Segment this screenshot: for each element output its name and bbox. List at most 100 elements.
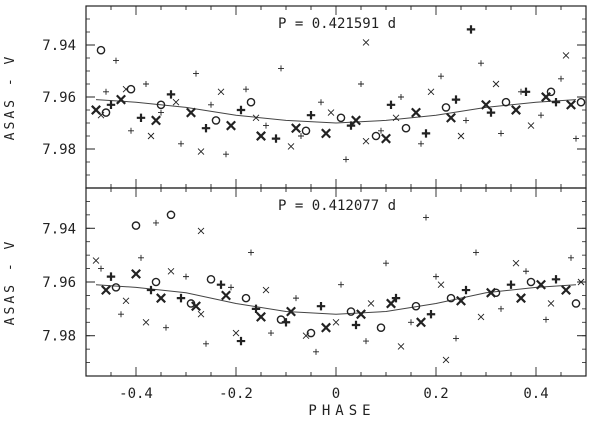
data-point-circle bbox=[276, 315, 286, 324]
data-point-plus-small bbox=[463, 117, 469, 124]
data-point-plus-small bbox=[263, 122, 269, 129]
y-tick-label: 7.96 bbox=[42, 275, 76, 291]
y-tick-label: 7.98 bbox=[42, 142, 76, 158]
period-annotation: P = 0.412077 d bbox=[278, 198, 396, 214]
data-point-plus-bold bbox=[506, 280, 516, 289]
y-tick-label: 7.94 bbox=[42, 221, 76, 237]
data-point-circle bbox=[401, 123, 411, 133]
data-point-cross-small bbox=[397, 343, 405, 350]
fit-curve bbox=[95, 284, 577, 315]
data-point-cross-bold bbox=[221, 290, 231, 301]
data-point-circle bbox=[156, 100, 166, 110]
data-point-cross-small bbox=[477, 313, 485, 321]
data-point-cross-small bbox=[362, 137, 370, 145]
data-point-circle bbox=[211, 116, 221, 125]
y-axis-label: ASAS - V bbox=[3, 54, 18, 141]
x-tick-label: -0.4 bbox=[119, 386, 153, 402]
data-point-plus-bold bbox=[106, 272, 116, 281]
data-point-cross-small bbox=[232, 329, 240, 337]
data-point-cross-bold bbox=[291, 123, 301, 134]
data-point-plus-bold bbox=[236, 105, 246, 115]
data-point-cross-bold bbox=[416, 317, 426, 328]
data-point-cross-small bbox=[562, 52, 570, 59]
data-point-cross-bold bbox=[351, 115, 361, 126]
data-point-plus-small bbox=[193, 70, 199, 77]
data-point-plus-small bbox=[358, 81, 364, 87]
data-point-circle bbox=[411, 301, 421, 311]
data-point-cross-small bbox=[577, 278, 585, 286]
data-point-plus-bold bbox=[451, 95, 461, 104]
x-tick-label: 0 bbox=[332, 386, 340, 402]
data-point-plus-bold bbox=[271, 134, 281, 143]
x-tick-label: -0.2 bbox=[219, 386, 253, 402]
y-tick-label: 7.98 bbox=[42, 329, 76, 345]
data-point-cross-bold bbox=[356, 309, 366, 320]
data-point-plus-small bbox=[293, 295, 299, 302]
data-point-cross-small bbox=[217, 88, 225, 96]
data-point-circle bbox=[306, 328, 316, 338]
data-point-cross-bold bbox=[186, 107, 196, 118]
x-axis-label: PHASE bbox=[308, 403, 375, 419]
data-point-cross-small bbox=[252, 114, 260, 122]
data-point-plus-bold bbox=[166, 90, 176, 99]
data-point-cross-bold bbox=[101, 285, 111, 296]
data-point-cross-bold bbox=[256, 131, 266, 141]
data-point-circle bbox=[441, 103, 451, 112]
data-point-plus-bold bbox=[176, 293, 186, 303]
data-point-circle bbox=[111, 283, 121, 292]
data-point-cross-small bbox=[262, 286, 270, 294]
data-point-plus-small bbox=[573, 135, 579, 142]
data-point-plus-bold bbox=[461, 285, 471, 295]
data-point-plus-small bbox=[568, 254, 574, 261]
data-point-cross-small bbox=[512, 259, 520, 267]
data-point-plus-small bbox=[223, 151, 229, 158]
data-point-plus-small bbox=[543, 316, 549, 323]
data-point-plus-small bbox=[103, 88, 109, 95]
data-point-cross-small bbox=[527, 122, 535, 129]
data-point-plus-small bbox=[473, 249, 479, 256]
data-point-cross-bold bbox=[321, 128, 331, 139]
data-point-cross-small bbox=[147, 132, 155, 140]
data-point-plus-small bbox=[343, 156, 349, 163]
data-point-plus-small bbox=[268, 330, 274, 337]
data-point-cross-bold bbox=[566, 99, 576, 110]
data-point-cross-bold bbox=[131, 268, 141, 279]
data-point-plus-small bbox=[98, 265, 104, 272]
data-point-plus-bold bbox=[106, 100, 116, 109]
data-point-cross-small bbox=[392, 114, 400, 122]
data-point-plus-small bbox=[203, 340, 209, 347]
data-point-plus-bold bbox=[201, 124, 211, 133]
data-point-circle bbox=[166, 210, 176, 220]
data-point-plus-bold bbox=[251, 304, 261, 314]
data-point-plus-small bbox=[418, 140, 424, 147]
data-point-plus-bold bbox=[346, 121, 356, 130]
data-point-plus-bold bbox=[386, 100, 396, 109]
data-point-circle bbox=[346, 307, 356, 316]
data-point-plus-bold bbox=[216, 280, 226, 289]
data-point-plus-small bbox=[138, 254, 144, 261]
data-point-cross-bold bbox=[191, 301, 201, 312]
data-point-plus-bold bbox=[466, 25, 476, 34]
data-point-cross-bold bbox=[286, 306, 296, 317]
data-point-plus-small bbox=[313, 348, 319, 355]
data-point-plus-small bbox=[178, 140, 184, 147]
data-point-circle bbox=[526, 277, 536, 287]
data-point-plus-small bbox=[248, 249, 254, 256]
data-point-circle bbox=[131, 221, 141, 230]
data-point-cross-bold bbox=[116, 94, 126, 105]
data-point-plus-bold bbox=[136, 113, 146, 122]
data-point-circle bbox=[206, 275, 216, 284]
data-point-plus-bold bbox=[426, 310, 436, 319]
data-point-cross-small bbox=[197, 227, 205, 235]
data-point-cross-bold bbox=[321, 322, 331, 333]
data-point-cross-small bbox=[327, 109, 335, 116]
data-point-circle bbox=[376, 323, 386, 332]
data-point-cross-bold bbox=[511, 105, 521, 115]
data-point-cross-small bbox=[547, 300, 555, 307]
data-point-cross-small bbox=[122, 297, 130, 305]
data-point-circle bbox=[126, 84, 136, 94]
data-point-plus-bold bbox=[486, 108, 496, 117]
data-point-plus-small bbox=[128, 127, 134, 134]
